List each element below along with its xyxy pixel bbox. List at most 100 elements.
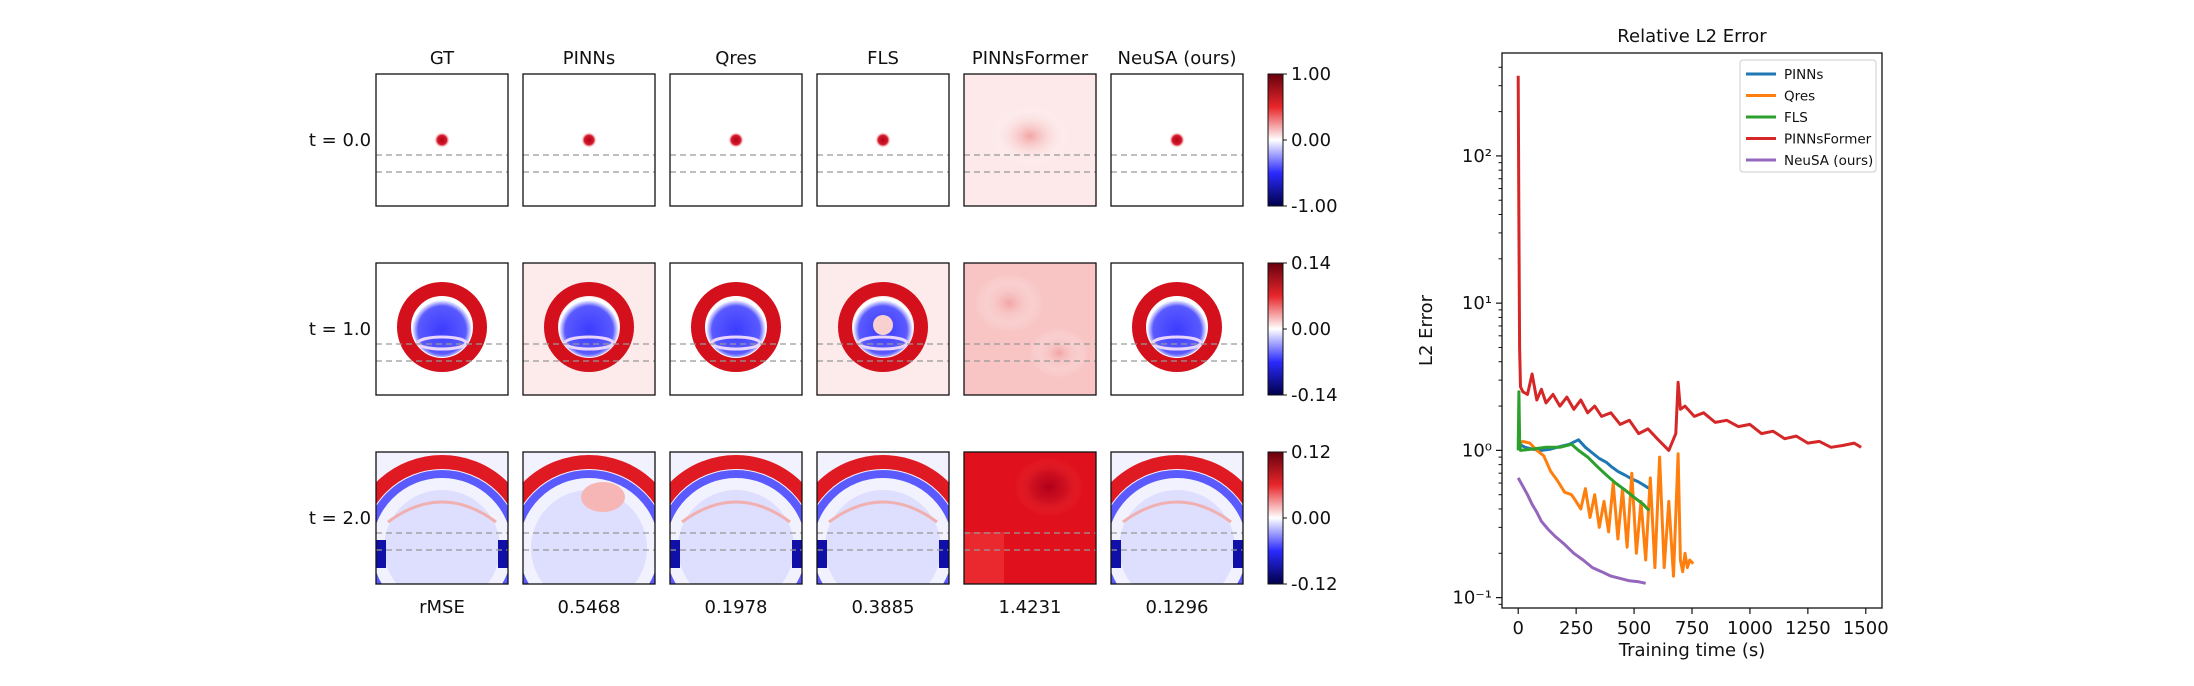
panel-frame: [963, 451, 1097, 585]
row-label: t = 0.0: [309, 130, 371, 151]
trough-ring: [523, 470, 655, 584]
x-tick-label: 250: [1559, 618, 1593, 639]
pulse-dot: [875, 132, 891, 148]
metric-value: 0.1296: [1146, 597, 1209, 618]
panel-content: [817, 263, 949, 395]
panel-content: [376, 74, 508, 206]
wavefront-ring: [397, 282, 487, 372]
series-line-qres: [1517, 439, 1695, 578]
left-edge-trough: [1111, 540, 1121, 568]
colorbar: [1267, 262, 1284, 396]
outer-wavefront: [376, 455, 508, 505]
inner-trough: [412, 297, 472, 357]
panel-content: [817, 452, 949, 584]
right-edge-trough: [792, 540, 802, 568]
legend-entry: PINNs: [1784, 67, 1823, 83]
inner-trough: [1119, 490, 1235, 584]
reflected-wave: [1122, 500, 1232, 524]
left-edge-trough: [817, 540, 827, 568]
panel-content: [964, 263, 1096, 395]
x-axis-label: Training time (s): [1618, 640, 1766, 661]
series-line-pinnsformer: [1516, 75, 1862, 452]
panel-content: [523, 263, 655, 395]
x-tick-label: 1000: [1727, 618, 1773, 639]
lower-patch: [964, 532, 1004, 584]
x-tick-label: 500: [1617, 618, 1651, 639]
reflected-wave: [387, 500, 497, 524]
colorbar-tick-label: 0.00: [1291, 319, 1331, 340]
panel-frame: [816, 73, 950, 207]
series-line-neusa-ours-: [1516, 477, 1647, 585]
metric-label: rMSE: [419, 597, 465, 618]
panel-frame: [669, 262, 803, 396]
colorbar-tick-label: -1.00: [1291, 196, 1338, 217]
dark-blob: [1014, 457, 1084, 517]
panel-frame: [1110, 262, 1244, 396]
pulse-dot: [728, 132, 744, 148]
column-header: Qres: [715, 48, 757, 69]
reflected-wave: [828, 500, 938, 524]
reflection-arc: [563, 335, 615, 351]
center-artifact: [873, 315, 893, 335]
panel-frame: [1110, 73, 1244, 207]
panel-content: [376, 263, 508, 395]
x-tick-label: 750: [1675, 618, 1709, 639]
trough-ring: [376, 470, 508, 584]
wavefront-ring: [544, 282, 634, 372]
heatmap-row: t = 2.0 0.12 0.00 -0.12: [309, 442, 1338, 595]
row-label: t = 1.0: [309, 319, 371, 340]
inner-trough: [1147, 297, 1207, 357]
panel-content: [670, 452, 802, 584]
right-edge-trough: [1233, 540, 1243, 568]
legend-box: [1739, 59, 1877, 173]
trough-ring: [670, 470, 802, 584]
inner-trough: [706, 297, 766, 357]
panel-content: [964, 452, 1096, 584]
diffuse-blob: [990, 106, 1070, 166]
chart-title: Relative L2 Error: [1617, 26, 1767, 47]
trough-ring: [1111, 470, 1243, 584]
outer-wavefront: [523, 455, 655, 505]
outer-wavefront: [817, 455, 949, 505]
x-tick-label: 0: [1512, 618, 1523, 639]
wavefront-ring: [691, 282, 781, 372]
column-header: GT: [430, 48, 455, 69]
right-edge-trough: [939, 540, 949, 568]
colorbar-tick-label: 0.00: [1291, 130, 1331, 151]
panel-frame: [375, 262, 509, 396]
outer-wavefront: [670, 455, 802, 505]
series-lines: [1516, 75, 1862, 585]
panel-content: [523, 452, 655, 584]
panel-content: [1111, 74, 1243, 206]
diffuse-blob: [974, 273, 1044, 333]
y-axis-label: L2 Error: [1416, 294, 1437, 366]
legend-entry: FLS: [1784, 110, 1808, 126]
panel-frame: [669, 451, 803, 585]
panel-frame: [669, 73, 803, 207]
right-edge-trough: [498, 540, 508, 568]
left-edge-trough: [670, 540, 680, 568]
panel-content: [1111, 263, 1243, 395]
panel-content: [376, 452, 508, 584]
column-header: PINNs: [563, 48, 615, 69]
column-header: FLS: [867, 48, 899, 69]
colorbar-tick-label: 0.12: [1291, 442, 1331, 463]
colorbar-tick-label: 0.14: [1291, 253, 1331, 274]
colorbar: [1267, 73, 1284, 207]
panel-frame: [963, 73, 1097, 207]
legend-entry: PINNsFormer: [1784, 132, 1872, 148]
y-tick-label: 10¹: [1462, 293, 1492, 314]
panel-content: [670, 263, 802, 395]
diffuse-blob: [1029, 328, 1089, 378]
panel-content: [964, 74, 1096, 206]
inner-trough: [531, 490, 647, 584]
y-tick-label: 10²: [1462, 146, 1492, 167]
panel-frame: [816, 451, 950, 585]
panel-content: [1111, 452, 1243, 584]
colorbar-tick-label: -0.12: [1291, 574, 1338, 595]
pulse-dot: [1169, 132, 1185, 148]
column-header: NeuSA (ours): [1118, 48, 1237, 69]
metric-value: 0.1978: [705, 597, 768, 618]
legend-entry: Qres: [1784, 89, 1815, 105]
